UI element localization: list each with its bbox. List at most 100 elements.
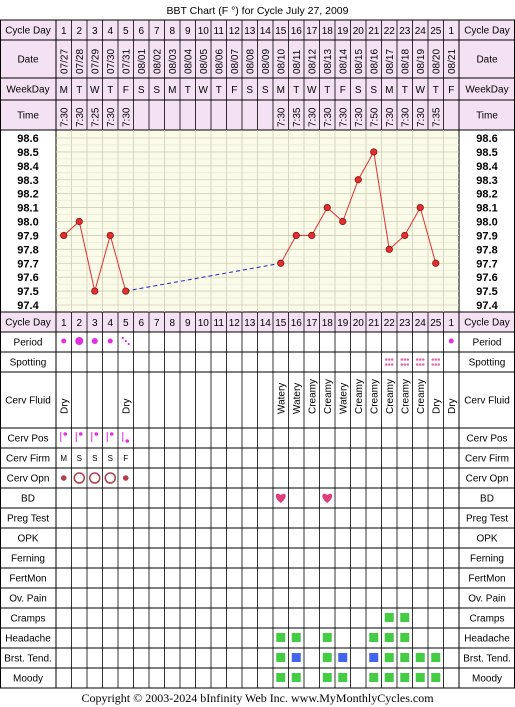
cerv-firm-label: S — [77, 454, 82, 463]
spotting-mark — [418, 363, 422, 366]
cycle-day-label: 4 — [107, 318, 113, 329]
row-label-weekday-right: WeekDay — [465, 85, 508, 96]
time-label: 7:30 — [276, 107, 287, 127]
date-label: 08/06 — [214, 49, 225, 74]
cycle-day-label: 14 — [260, 318, 272, 329]
spotting-mark — [415, 363, 419, 366]
spotting-mark — [434, 358, 438, 361]
date-label: 08/14 — [338, 49, 349, 74]
cycle-day-label: 23 — [399, 318, 411, 329]
temp-point — [292, 231, 300, 240]
date-label: 08/02 — [152, 49, 163, 74]
row-label-period-right: Period — [473, 338, 502, 349]
y-tick-label-left: 98.2 — [17, 189, 38, 201]
row-label-fertmon-right: FertMon — [468, 574, 505, 585]
temp-point — [308, 231, 316, 240]
temp-point — [91, 287, 99, 295]
weekday-label: F — [340, 85, 346, 96]
weekday-label: S — [246, 85, 253, 96]
weekday-label: W — [307, 85, 317, 96]
period-mark — [75, 337, 84, 345]
temp-point — [277, 259, 285, 267]
bd-heart — [322, 493, 333, 503]
date-label: 08/08 — [245, 49, 256, 74]
weekday-label: M — [277, 85, 285, 96]
moody-mark — [400, 673, 410, 682]
weekday-label: T — [433, 85, 439, 96]
cycle-day-label: 13 — [244, 318, 256, 329]
date-label: 07/27 — [59, 49, 70, 74]
temp-point — [370, 148, 378, 156]
breast-tenderness-mark — [400, 653, 410, 662]
spotting-mark — [421, 358, 425, 361]
weekday-label: T — [216, 85, 222, 96]
y-tick-label-right: 98.6 — [476, 133, 497, 145]
date-label: 08/16 — [369, 49, 380, 74]
row-label-cerv_opn: Cerv Opn — [7, 474, 50, 485]
cerv-firm-label: M — [60, 454, 67, 463]
cycle-day-label: 4 — [107, 26, 113, 37]
row-label-time-right: Time — [476, 111, 498, 122]
y-tick-label-left: 98.0 — [17, 217, 38, 229]
period-spot-mark — [127, 342, 130, 346]
spotting-mark — [418, 358, 422, 361]
cerv-fluid-label: Creamy — [307, 379, 318, 414]
spotting-mark — [384, 358, 388, 361]
moody-mark — [322, 673, 332, 682]
weekday-label: S — [370, 85, 377, 96]
time-label: 7:25 — [90, 107, 101, 127]
cycle-day-label: 12 — [229, 26, 241, 37]
row-label-preg_test-right: Preg Test — [466, 514, 508, 525]
y-tick-label-left: 98.5 — [17, 147, 38, 159]
spotting-mark — [421, 363, 425, 366]
period-spot-mark — [121, 336, 124, 340]
cycle-day-label: 3 — [92, 318, 98, 329]
temp-line-segment — [311, 207, 328, 236]
spotting-mark — [415, 358, 419, 361]
cerv-fluid-label: Creamy — [400, 379, 411, 414]
cycle-day-label: 3 — [92, 26, 98, 37]
date-label: 08/19 — [416, 49, 427, 74]
temp-point — [401, 231, 409, 240]
date-label: 08/09 — [261, 49, 272, 74]
temp-point — [416, 203, 424, 212]
cerv-pos-mark — [94, 432, 99, 436]
cycle-day-label: 20 — [353, 26, 365, 37]
cycle-day-label: 20 — [353, 318, 365, 329]
cerv-firm-label: S — [108, 454, 113, 463]
cycle-day-label: 6 — [138, 318, 144, 329]
weekday-label: T — [402, 85, 408, 96]
y-tick-label-left: 98.4 — [17, 161, 39, 173]
date-label: 08/13 — [323, 49, 334, 74]
weekday-label: W — [416, 85, 426, 96]
weekday-label: M — [60, 85, 68, 96]
row-label-moody: Moody — [13, 674, 43, 685]
cramps-mark — [400, 613, 410, 622]
temp-line-segment — [109, 235, 127, 292]
temp-line-segment — [280, 235, 297, 264]
row-label-weekday: WeekDay — [6, 85, 49, 96]
time-label: 7:30 — [354, 107, 365, 127]
weekday-label: S — [153, 85, 160, 96]
temp-line-segment — [419, 207, 437, 264]
breast-tenderness-mark — [338, 653, 348, 662]
y-tick-label-right: 98.0 — [476, 217, 497, 229]
breast-tenderness-mark — [415, 653, 425, 662]
cerv-firm-label: S — [92, 454, 97, 463]
row-label-time: Time — [17, 111, 39, 122]
cycle-day-label: 21 — [368, 318, 380, 329]
row-label-cycle_day_top-right: Cycle Day — [464, 26, 510, 37]
y-tick-label-right: 97.7 — [476, 258, 497, 270]
row-label-opk-right: OPK — [476, 534, 497, 545]
date-label: 08/15 — [354, 49, 365, 74]
cycle-day-label: 19 — [337, 318, 349, 329]
row-label-cerv_firm-right: Cerv Firm — [465, 454, 509, 465]
weekday-label: F — [123, 85, 129, 96]
temp-gap-segment — [125, 262, 281, 292]
row-label-spotting-right: Spotting — [469, 358, 506, 369]
cramps-mark — [384, 613, 394, 622]
cycle-day-label: 16 — [291, 26, 303, 37]
headache-mark — [400, 633, 410, 642]
cerv-fluid-label: Creamy — [416, 379, 427, 414]
headache-mark — [322, 633, 332, 642]
